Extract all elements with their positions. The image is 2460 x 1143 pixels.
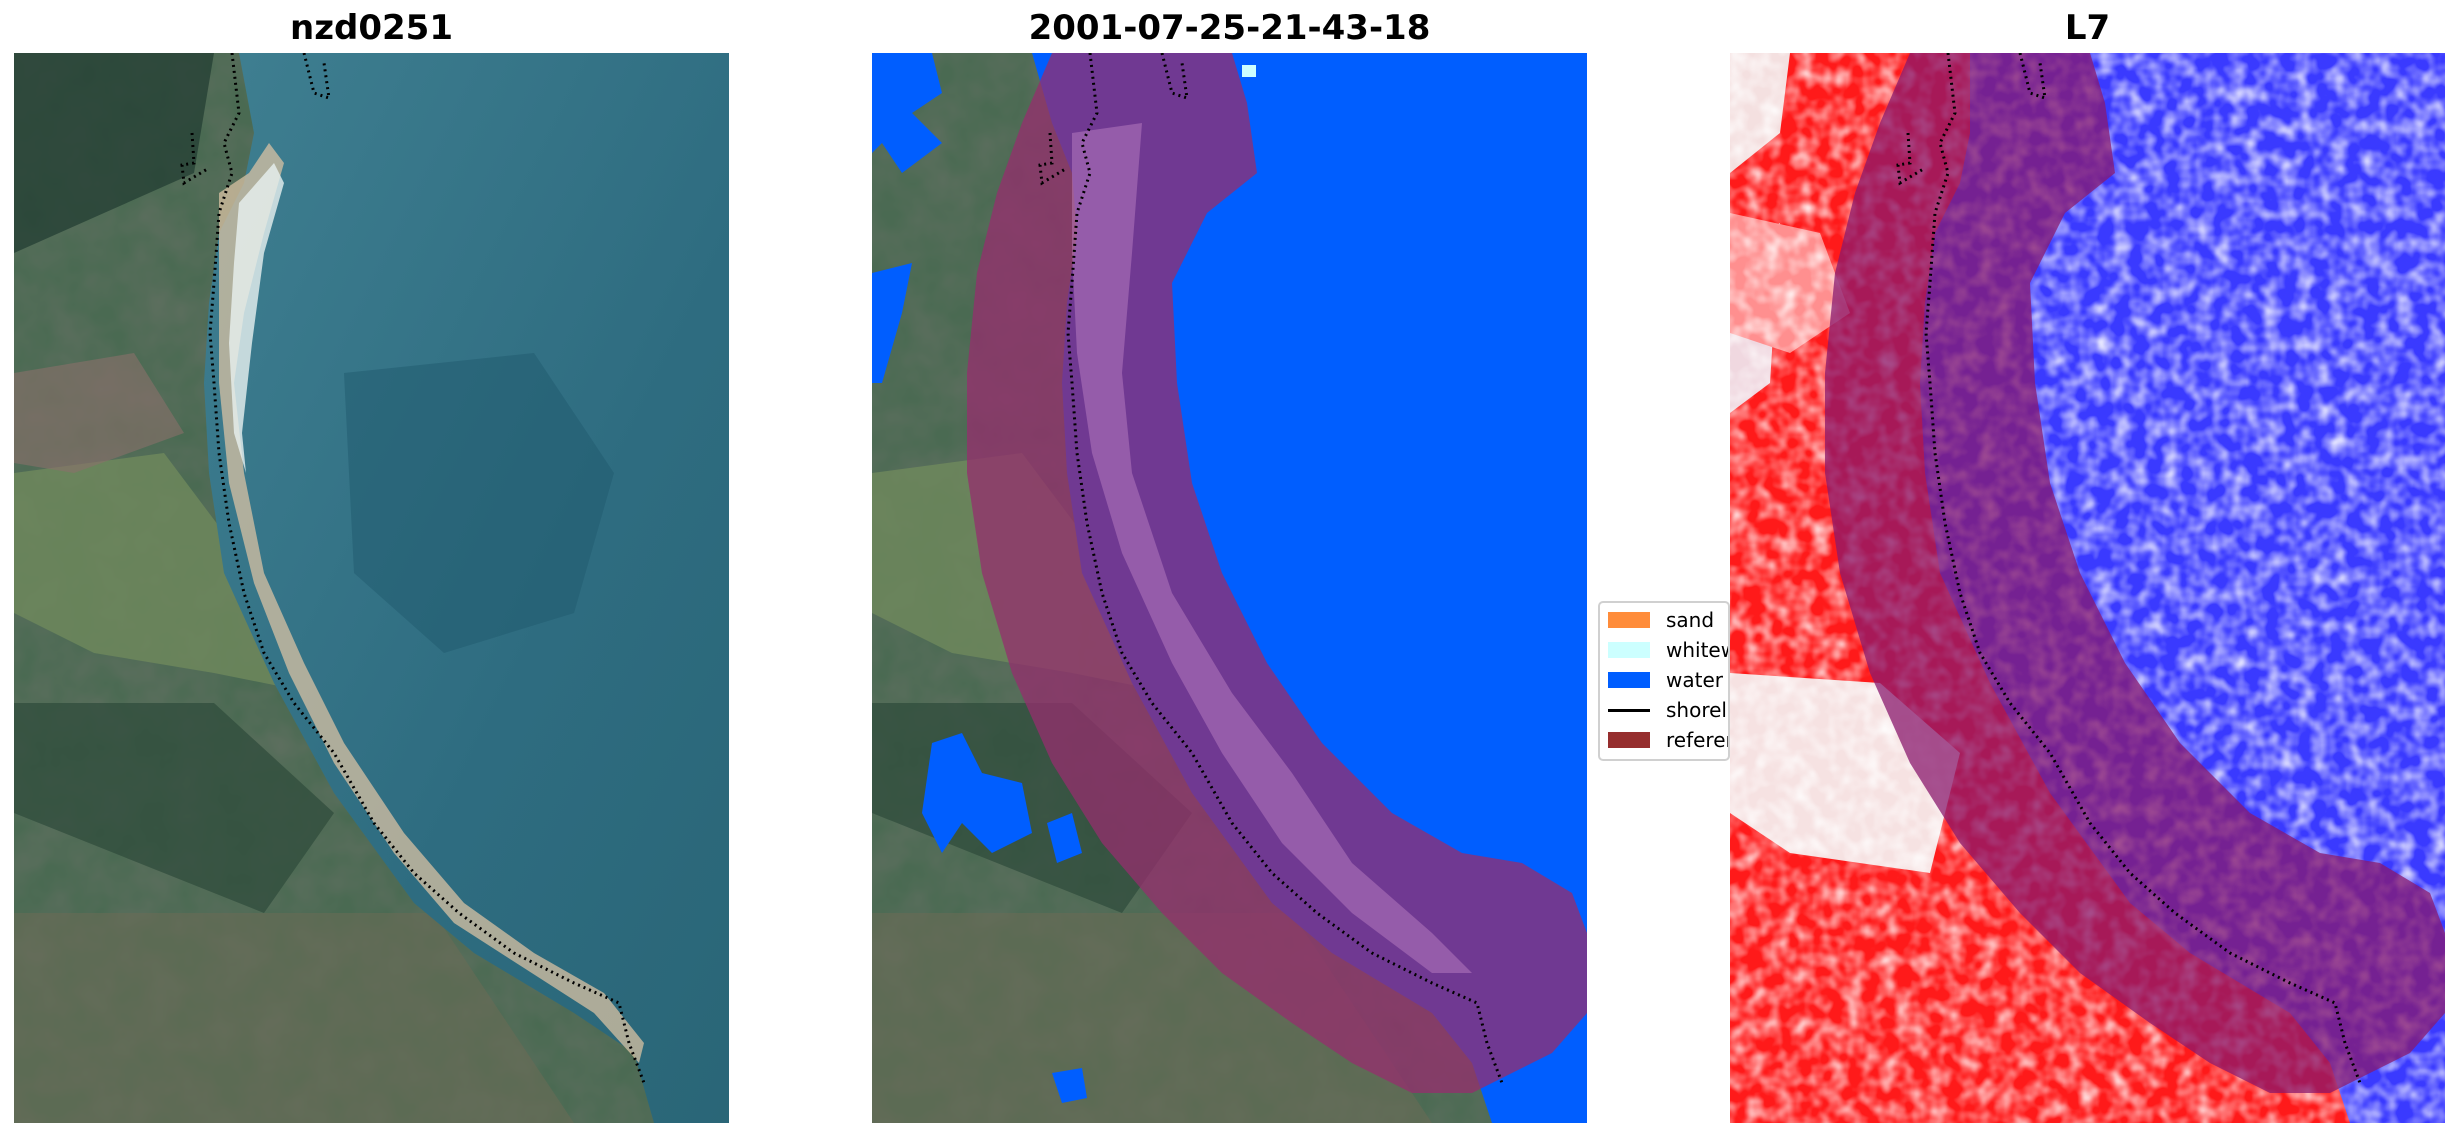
classification-image — [872, 53, 1587, 1123]
legend-item-reference: reference — [1608, 725, 1728, 755]
sand-swatch — [1608, 612, 1650, 628]
surf — [229, 163, 284, 473]
legend-label-sand: sand — [1666, 608, 1715, 632]
index-image — [1730, 53, 2445, 1123]
legend-item-shoreline: shoreline — [1608, 695, 1728, 725]
index-panel — [1730, 53, 2445, 1123]
rgb-image — [14, 53, 729, 1123]
panel-title-index: L7 — [2064, 8, 2111, 48]
rgb-image-panel — [14, 53, 729, 1123]
legend-label-shoreline: shoreline — [1666, 698, 1728, 722]
panel-title-rgb: nzd0251 — [290, 8, 453, 48]
reference-band — [967, 53, 1587, 1093]
shoreline-swatch — [1608, 708, 1650, 712]
legend-item-water: water — [1608, 665, 1723, 695]
water-swatch — [1608, 672, 1650, 688]
legend-item-sand: sand — [1608, 605, 1714, 635]
panel-title-classification: 2001-07-25-21-43-18 — [1028, 8, 1431, 48]
reference-swatch — [1608, 732, 1650, 748]
legend-label-water: water — [1666, 668, 1723, 692]
classification-panel — [872, 53, 1587, 1123]
legend-label-reference: reference — [1666, 728, 1728, 752]
whitewater-swatch — [1608, 642, 1650, 658]
